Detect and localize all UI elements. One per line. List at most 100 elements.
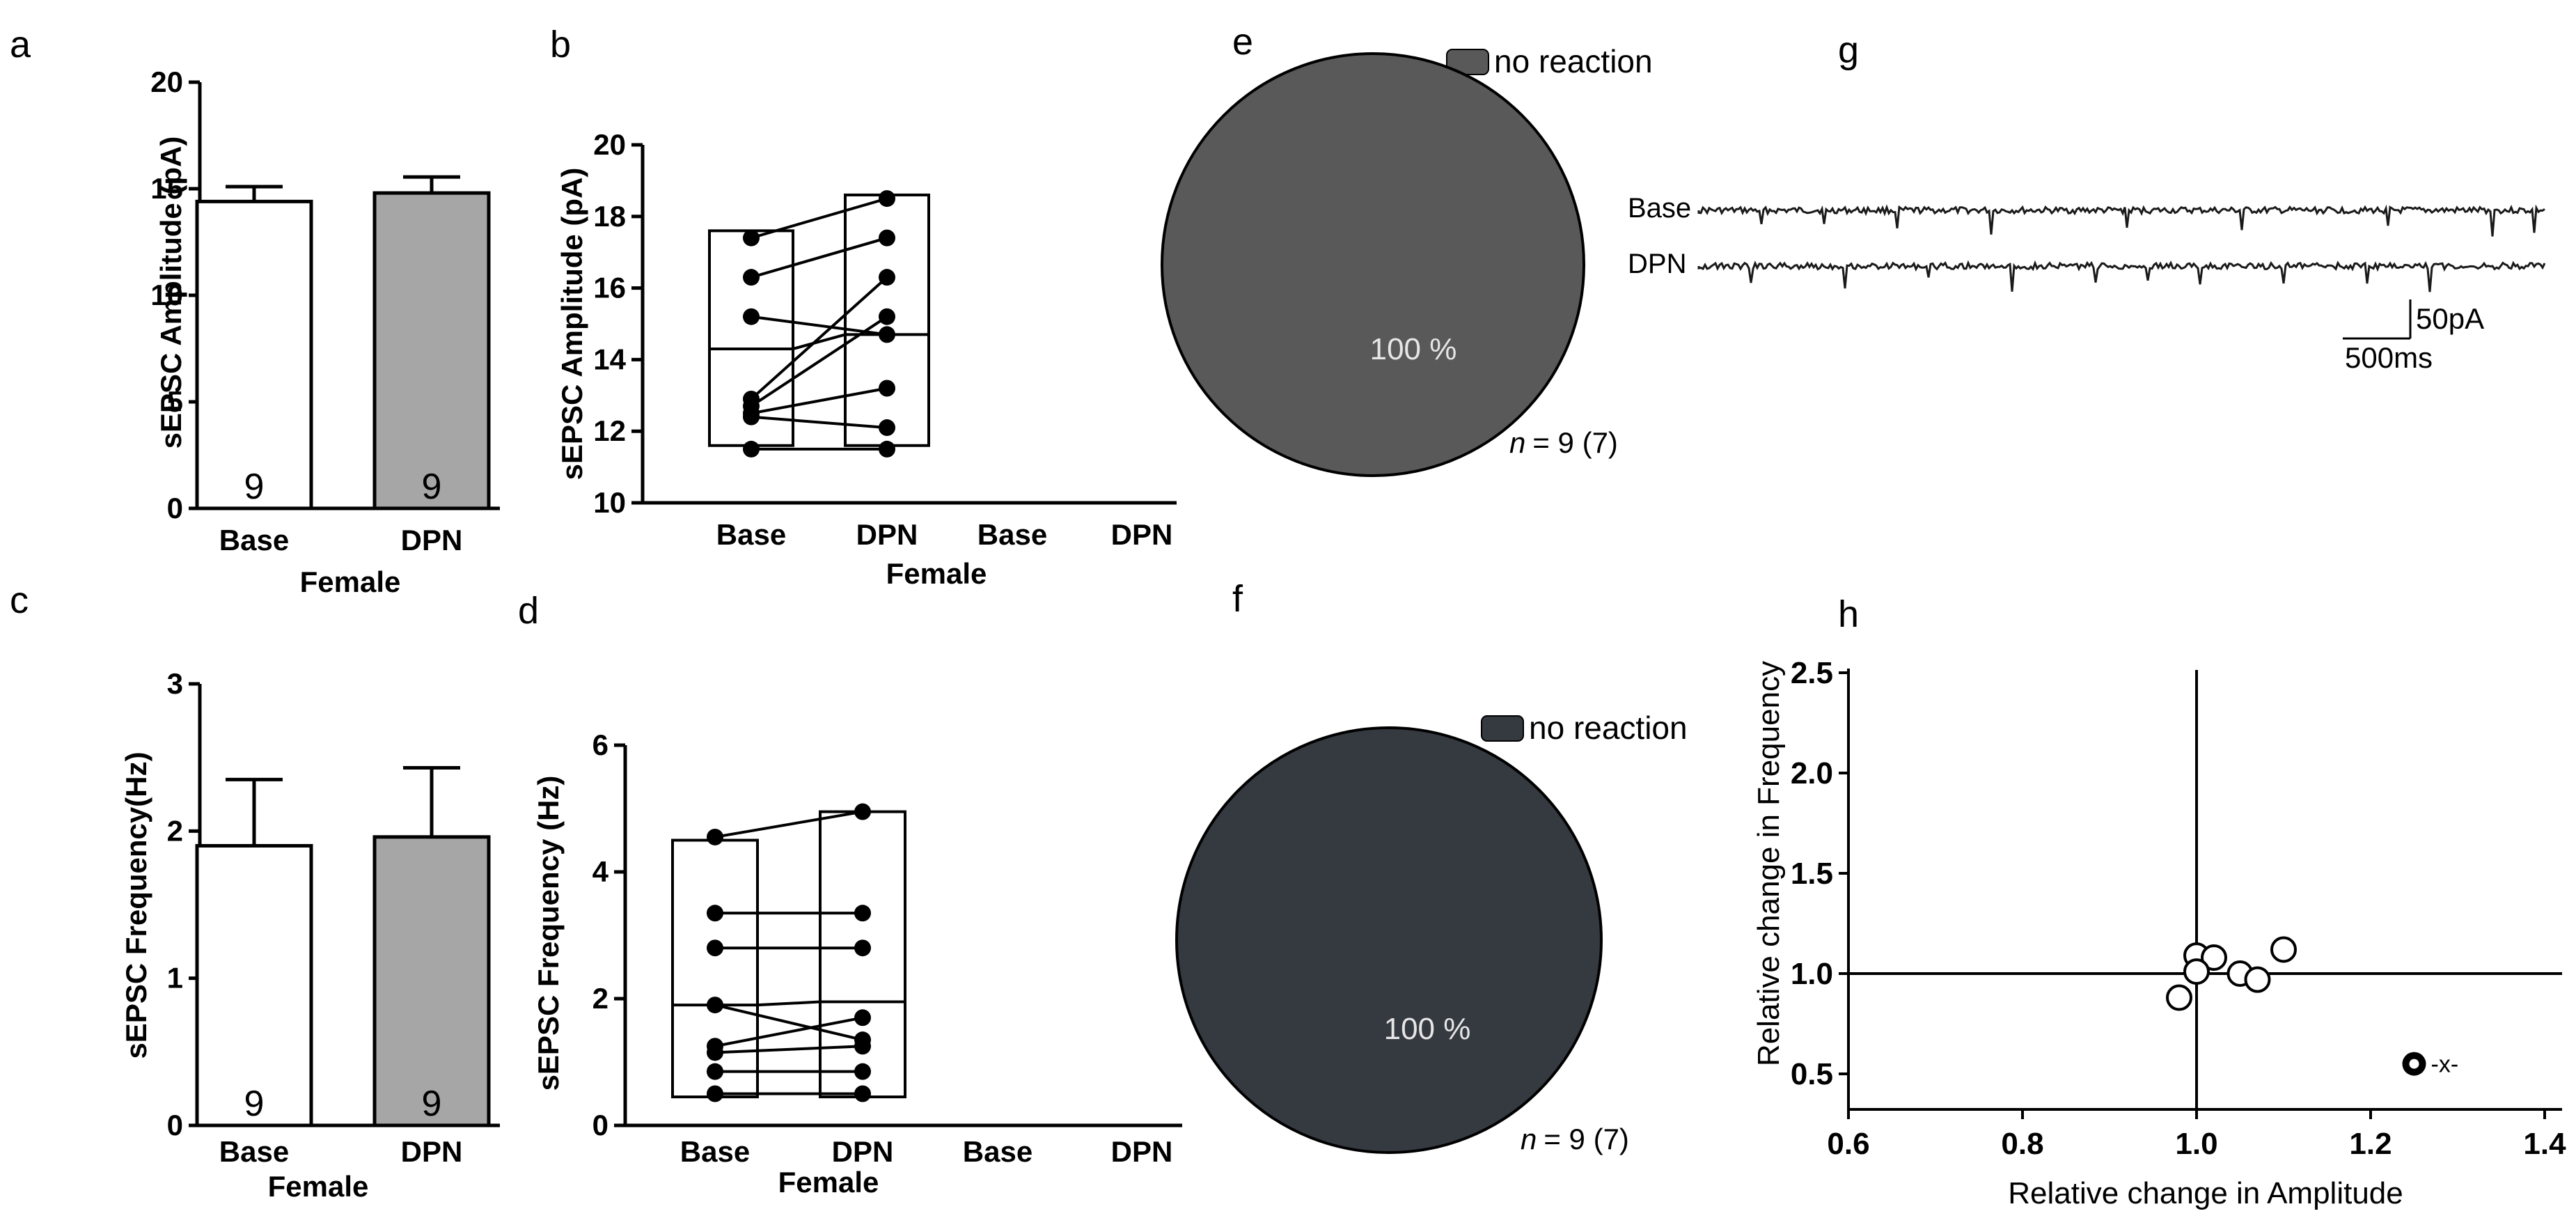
- b-ytick-label-3: 16: [593, 272, 626, 304]
- d-ytick-label-0: 0: [592, 1109, 608, 1141]
- b-xtick-2: DPN: [856, 518, 918, 551]
- d-mean-link: [757, 1000, 821, 1007]
- panel-f-pie: no reaction 100 % n = 9 (7): [1175, 710, 1688, 1155]
- d-point-dpn-6: [854, 1063, 871, 1080]
- a-ytick-label-4: 20: [150, 65, 183, 98]
- b-y-label: sEPSC Amplitude (pA): [556, 168, 588, 481]
- h-xtick-label-2: 1.0: [2175, 1127, 2217, 1161]
- b-pair-line-4: [750, 315, 888, 407]
- b-ytick-label-5: 20: [593, 128, 626, 161]
- b-point-dpn-7: [879, 440, 895, 458]
- d-data: [671, 803, 906, 1102]
- a-y-ticks: 0 5 10 15 20: [150, 65, 200, 524]
- b-pair-line-5: [751, 387, 888, 415]
- d-xtick-1: Base: [680, 1135, 750, 1168]
- d-point-base-1: [707, 905, 723, 922]
- h-x-label: Relative change in Amplitude: [2008, 1176, 2403, 1210]
- d-point-dpn-7: [854, 1085, 871, 1102]
- panel-label-f: f: [1232, 578, 1243, 620]
- panel-label-e: e: [1232, 21, 1253, 63]
- h-special-point-inner: [2409, 1059, 2419, 1069]
- b-point-dpn-2: [879, 326, 895, 343]
- b-xtick-3: Base: [977, 518, 1047, 551]
- h-ticks: 0.6 0.8 1.0 1.2 1.4 0.5 1.0 1.5 2.0 2.5: [1791, 656, 2566, 1161]
- h-y-label: Relative change in Frequency: [1752, 661, 1786, 1066]
- a-n-label-1: 9: [422, 467, 442, 507]
- b-point-base-0: [743, 229, 760, 247]
- b-y-ticks: 10 12 14 16 18 20: [593, 128, 643, 519]
- c-bar-dpn: [372, 835, 491, 1128]
- panel-label-a: a: [10, 24, 31, 65]
- a-ytick-label-2: 10: [150, 279, 183, 311]
- c-xtick-dpn: DPN: [401, 1135, 463, 1168]
- b-x-label: Female: [886, 557, 987, 590]
- f-n-label: n = 9 (7): [1521, 1123, 1629, 1155]
- e-slice-label: 100 %: [1370, 332, 1457, 366]
- scale-y-label: 50pA: [2416, 302, 2484, 335]
- d-point-base-6: [707, 1063, 723, 1080]
- h-xtick-label-0: 0.6: [1827, 1127, 1869, 1161]
- c-x-label: Female: [268, 1170, 369, 1203]
- b-point-dpn-6: [879, 419, 895, 437]
- c-y-label: sEPSC Frequency(Hz): [120, 751, 152, 1059]
- f-legend-swatch: [1481, 715, 1524, 742]
- d-y-label: sEPSC Frequency (Hz): [532, 776, 565, 1091]
- b-point-base-2: [743, 308, 760, 325]
- d-point-dpn-2: [854, 939, 871, 957]
- b-pair-line-2: [751, 315, 888, 336]
- panel-h-scatter: 0.6 0.8 1.0 1.2 1.4 0.5 1.0 1.5 2.0 2.5 -x- Relat…: [1752, 656, 2566, 1210]
- c-n-label-0: 9: [244, 1084, 265, 1124]
- a-bar-dpn: [372, 191, 491, 510]
- d-y-ticks: 0 2 4 6: [592, 728, 625, 1141]
- d-point-base-0: [707, 828, 723, 845]
- c-n-label-1: 9: [422, 1084, 442, 1124]
- c-ytick-label-0: 0: [167, 1109, 183, 1141]
- f-n-italic: n: [1521, 1123, 1537, 1155]
- b-mean-link: [792, 333, 846, 350]
- b-point-base-6: [743, 408, 760, 426]
- trace-base-line: [1697, 204, 2545, 237]
- trace-dpn-line: [1697, 260, 2546, 292]
- d-ytick-label-3: 6: [592, 728, 608, 761]
- panel-label-c: c: [10, 579, 29, 621]
- b-ytick-label-2: 14: [593, 343, 626, 375]
- d-point-dpn-5: [854, 1038, 871, 1055]
- f-pie-slice-no-reaction: [1175, 726, 1603, 1154]
- d-point-dpn-4: [854, 1009, 871, 1027]
- b-point-base-1: [743, 269, 760, 286]
- panel-label-b: b: [550, 24, 571, 65]
- a-xtick-base: Base: [219, 524, 289, 556]
- b-point-base-7: [743, 440, 760, 458]
- h-xtick-label-1: 0.8: [2001, 1127, 2043, 1161]
- d-xtick-3: Base: [963, 1135, 1032, 1168]
- h-ytick-label-4: 2.5: [1791, 656, 1833, 690]
- h-point-6: [2244, 966, 2271, 993]
- b-xtick-4: DPN: [1111, 518, 1173, 551]
- b-pair-line-3: [750, 276, 888, 400]
- panel-e-pie: no reaction 100 % n = 9 (7): [1161, 43, 1653, 477]
- d-pair-line-5: [714, 1045, 863, 1054]
- trace-label-base: Base: [1628, 193, 1691, 224]
- d-point-base-5: [707, 1044, 723, 1061]
- e-pie-slice-no-reaction: [1161, 52, 1585, 477]
- d-point-dpn-1: [854, 905, 871, 922]
- d-point-base-7: [707, 1085, 723, 1102]
- e-n-label: n = 9 (7): [1509, 426, 1618, 459]
- c-ytick-label-3: 3: [167, 667, 183, 700]
- b-pair-line-6: [751, 415, 888, 430]
- f-legend-label: no reaction: [1529, 710, 1688, 746]
- d-point-base-3: [707, 997, 723, 1014]
- b-point-dpn-5: [879, 380, 895, 397]
- c-bar-base: [195, 843, 313, 1128]
- h-point-1: [2201, 944, 2227, 971]
- b-ytick-label-0: 10: [593, 486, 626, 519]
- c-ytick-label-1: 1: [167, 962, 183, 994]
- panel-label-h: h: [1838, 593, 1859, 635]
- a-ytick-label-3: 15: [150, 172, 183, 205]
- d-pair-line-4: [714, 1016, 863, 1048]
